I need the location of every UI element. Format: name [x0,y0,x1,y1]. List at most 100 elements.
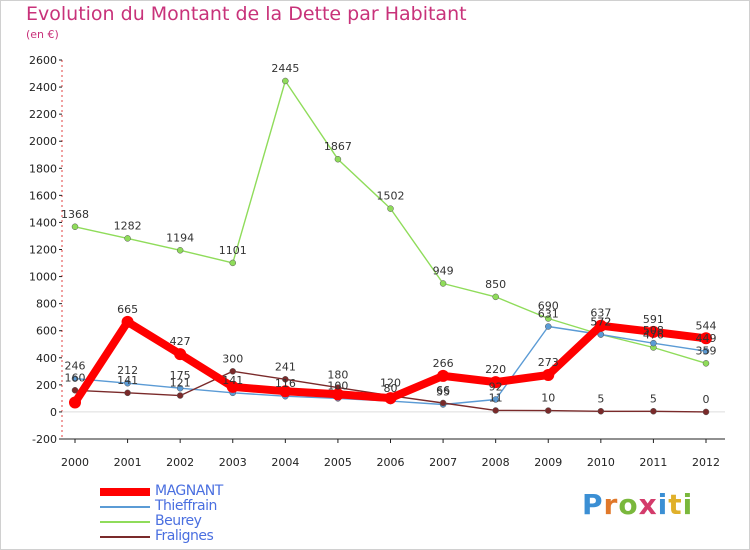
data-point [439,280,447,287]
data-label: 141 [222,374,243,387]
data-label: 572 [590,316,611,329]
data-point [437,369,450,382]
legend-label: MAGNANT [155,483,223,499]
data-point [71,375,79,382]
data-point [594,319,607,332]
x-tick-label: 2001 [114,456,142,469]
data-label: 1368 [61,208,89,221]
data-label: 427 [170,335,191,348]
data-label: 121 [170,377,191,390]
logo-letter: i [657,488,669,521]
data-label: 544 [696,319,717,332]
data-point [71,223,79,231]
data-label: 1282 [114,219,142,232]
data-point [124,379,131,387]
x-tick-label: 2010 [587,456,615,469]
data-label: 690 [538,300,559,313]
data-point [124,235,131,242]
data-point [282,376,289,383]
data-point [650,408,657,415]
logo-letter: t [668,488,683,521]
data-point [489,376,502,389]
y-tick-label: 1000 [29,271,57,284]
x-tick-label: 2005 [324,456,352,469]
data-point [279,385,292,398]
data-point [121,315,134,328]
data-label: 300 [222,352,243,365]
y-tick-label: 1800 [29,162,57,175]
data-label: 591 [643,313,664,326]
x-tick-label: 2006 [377,456,405,469]
data-point [229,368,236,375]
data-label: 92 [489,380,503,393]
data-label: 631 [538,308,559,321]
logo-letter: r [603,488,619,521]
data-point [387,205,394,212]
legend-swatch [100,488,150,496]
data-label: 246 [65,360,86,373]
legend-swatch [100,536,150,538]
data-label: 11 [489,391,503,404]
data-label: 241 [275,360,296,373]
data-label: 120 [380,377,401,390]
chart-axes: -200020040060080010001200140016001800200… [29,54,725,469]
data-point [226,380,239,393]
data-label: 665 [117,303,138,316]
data-point [492,407,499,414]
data-point [176,392,184,399]
y-tick-label: 2000 [29,135,57,148]
data-label: 359 [696,344,717,357]
x-tick-label: 2009 [534,456,562,469]
logo-letter: i [682,488,694,521]
x-tick-label: 2011 [639,456,667,469]
data-label: 1867 [324,140,352,153]
data-label: 0 [703,393,710,406]
data-label: 100 [327,379,348,392]
y-tick-label: 2600 [29,54,57,67]
data-point [176,247,184,254]
legend-item-thieffrain: Thieffrain [100,498,340,514]
data-label: 175 [170,369,191,382]
y-tick-label: 2200 [29,108,57,121]
data-label: 141 [117,374,138,387]
x-tick-label: 2008 [482,456,510,469]
data-point [174,348,187,361]
legend-item-beurey: Beurey [100,513,340,529]
y-tick-label: 400 [36,352,57,365]
x-tick-label: 2007 [429,456,457,469]
data-point [384,392,397,405]
data-label: 220 [485,363,506,376]
data-point [492,293,499,301]
data-label: 1194 [166,231,194,244]
data-point [647,325,660,338]
data-point [71,387,79,394]
data-label: 949 [433,264,454,277]
data-point [702,408,710,416]
legend-swatch [100,521,150,523]
data-label: 449 [696,332,717,345]
data-point [69,396,81,409]
data-label: 10 [541,392,555,405]
data-label: 508 [643,324,664,337]
series-line-beurey [74,80,707,364]
y-tick-label: -200 [32,433,57,446]
legend-label: Beurey [155,513,202,529]
data-label: 5 [650,392,657,405]
data-point [650,339,657,347]
data-point [282,77,289,85]
data-label: 66 [436,384,450,397]
data-point [439,399,447,407]
y-tick-label: 0 [50,406,57,419]
data-point [545,315,552,322]
data-point [334,155,342,163]
data-label: 1101 [219,244,247,257]
logo-letter: P [582,488,604,521]
data-label: 80 [384,382,398,395]
data-point [702,360,710,367]
data-label: 180 [327,369,348,382]
page-subtitle: (en €) [26,28,59,41]
data-label: 160 [65,371,86,384]
y-tick-label: 800 [36,298,57,311]
legend-item-magnant: MAGNANT [100,483,340,499]
